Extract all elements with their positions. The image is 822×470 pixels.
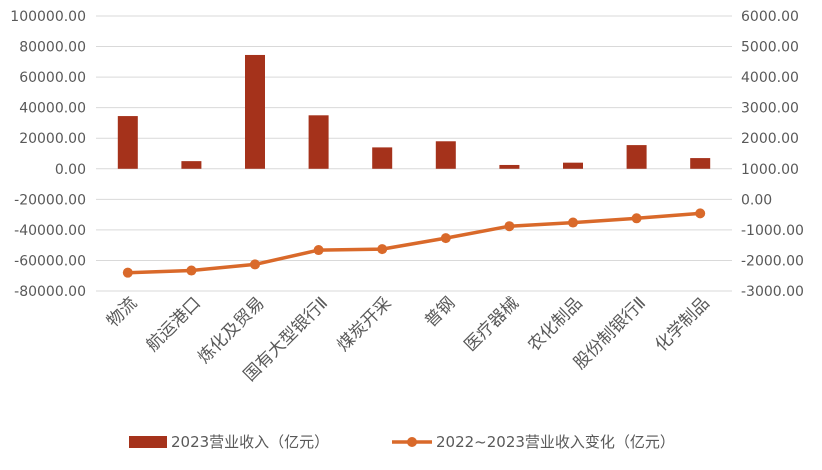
left-axis-tick-label: -40000.00 — [14, 223, 86, 239]
left-axis-tick-label: 80000.00 — [19, 40, 86, 56]
legend: 2023营业收入（亿元） 2022~2023营业收入变化（亿元） — [129, 433, 675, 451]
right-axis-ticks: 6000.00 5000.00 4000.00 3000.00 2000.00 1000.… — [741, 9, 804, 300]
bar — [372, 147, 393, 169]
bar — [499, 164, 520, 169]
right-axis-tick-label: 2000.00 — [741, 131, 799, 147]
left-axis-tick-label: 40000.00 — [19, 101, 86, 117]
bar — [435, 141, 456, 169]
gridlines — [96, 15, 732, 292]
right-axis-tick-label: 0.00 — [741, 192, 772, 208]
right-axis-tick-label: 5000.00 — [741, 40, 799, 56]
legend-line-marker — [407, 437, 417, 447]
bar — [690, 158, 711, 169]
line-point — [250, 259, 260, 270]
x-axis-label: 航运港口 — [143, 293, 205, 355]
line-point — [313, 245, 324, 256]
line-point — [186, 265, 197, 276]
line-point — [568, 217, 578, 228]
line-series — [122, 208, 706, 278]
x-axis-label: 物流 — [103, 293, 141, 331]
x-axis-label: 普钢 — [421, 293, 459, 331]
x-axis-label: 农化制品 — [524, 293, 586, 355]
line-point — [504, 221, 515, 232]
left-axis-tick-label: 60000.00 — [19, 70, 86, 86]
left-axis-tick-label: -60000.00 — [14, 253, 86, 269]
line-point — [631, 213, 642, 224]
left-axis-tick-label: 20000.00 — [19, 131, 86, 147]
bar — [626, 145, 647, 169]
x-axis-label: 医疗器械 — [461, 293, 523, 355]
right-axis-tick-label: 6000.00 — [741, 9, 799, 25]
left-axis-ticks: 100000.00 80000.00 60000.00 40000.00 20000.0… — [10, 9, 86, 300]
right-axis-tick-label: 4000.00 — [741, 70, 799, 86]
left-axis-tick-label: 100000.00 — [10, 9, 86, 25]
line-path — [127, 211, 701, 275]
left-axis-tick-label: -80000.00 — [14, 284, 86, 300]
line-point — [377, 244, 388, 255]
line-point — [440, 233, 451, 244]
line-point — [122, 267, 133, 278]
right-axis-tick-label: -3000.00 — [741, 284, 804, 300]
bar — [117, 116, 138, 169]
right-axis-tick-label: 3000.00 — [741, 101, 799, 117]
right-axis-tick-label: -2000.00 — [741, 253, 804, 269]
x-axis-label: 煤炭开采 — [334, 293, 396, 355]
x-axis-label: 化学制品 — [652, 293, 714, 355]
left-axis-tick-label: 0.00 — [55, 162, 86, 178]
bar — [308, 115, 329, 169]
legend-bar-label: 2023营业收入（亿元） — [171, 433, 329, 451]
left-axis-tick-label: -20000.00 — [14, 192, 86, 208]
bar — [563, 162, 583, 169]
bar-series — [117, 54, 711, 169]
legend-bar-swatch — [129, 436, 167, 448]
right-axis-tick-label: -1000.00 — [741, 223, 804, 239]
right-axis-tick-label: 1000.00 — [741, 162, 799, 178]
bar — [181, 161, 202, 169]
legend-line-label: 2022~2023营业收入变化（亿元） — [436, 433, 675, 451]
line-point — [695, 208, 706, 219]
bar — [245, 54, 265, 169]
